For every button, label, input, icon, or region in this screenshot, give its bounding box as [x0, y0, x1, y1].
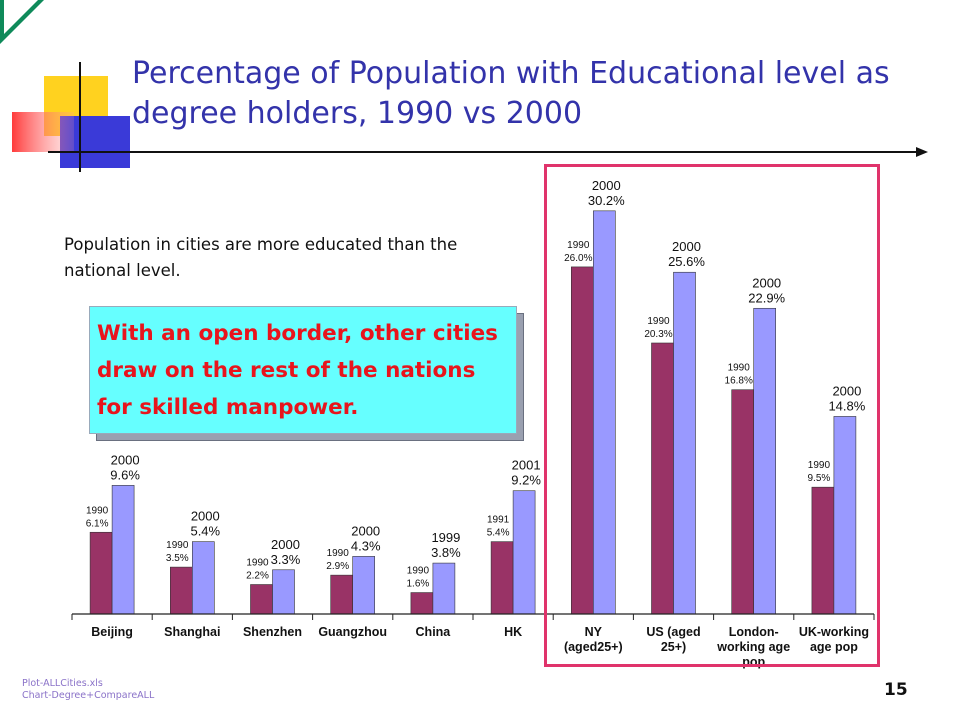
data-label-late-0: 2000 9.6% — [110, 452, 140, 482]
slide-subtitle: Population in cities are more educated t… — [64, 235, 458, 280]
data-label-early-2: 1990 2.2% — [246, 558, 269, 582]
category-label-6: NY (aged25+) — [564, 625, 623, 654]
footnote-file: Plot-ALLCities.xls — [22, 678, 103, 689]
title-decoration — [0, 0, 130, 172]
category-label-9: UK-working age pop — [799, 625, 869, 654]
chart-data-labels: 1990 6.1%2000 9.6% 1990 3.5%2000 5.4% 1990 2.2%… — [86, 178, 866, 590]
callout-text: With an open border, other cities draw o… — [97, 321, 498, 420]
data-label-early-0: 1990 6.1% — [86, 505, 109, 529]
bar-early-5 — [490, 541, 514, 615]
bar-early-4 — [410, 592, 434, 615]
chart-axis — [71, 613, 875, 620]
data-label-late-2: 2000 3.3% — [271, 537, 301, 567]
bar-late-2 — [272, 569, 295, 615]
bar-late-0 — [111, 485, 135, 615]
chart-bars — [89, 210, 857, 615]
bar-late-3 — [352, 556, 376, 615]
bar-late-5 — [512, 490, 536, 615]
category-label-4: China — [416, 625, 452, 639]
data-label-early-8: 1990 16.8% — [725, 363, 753, 387]
category-label-5: HK — [504, 625, 522, 639]
category-label-0: Beijing — [91, 625, 133, 639]
page-number: 15 — [884, 680, 908, 700]
bar-early-0 — [89, 531, 113, 615]
data-label-early-9: 1990 9.5% — [808, 460, 831, 484]
data-label-early-1: 1990 3.5% — [166, 540, 189, 564]
data-label-late-3: 2000 4.3% — [351, 523, 381, 553]
data-label-early-7: 1990 20.3% — [644, 316, 672, 340]
slide-title: Percentage of Population with Educationa… — [132, 56, 890, 131]
deco-red-gradient — [12, 112, 74, 152]
data-label-early-4: 1990 1.6% — [407, 566, 430, 590]
corner-triangle-inner — [4, 0, 38, 34]
data-label-early-3: 1990 2.9% — [326, 548, 349, 572]
chart-category-labels: Beijing Shanghai Shenzhen Guangzhou China HK N… — [91, 625, 869, 669]
data-label-late-8: 2000 22.9% — [748, 275, 785, 305]
category-label-7: US (aged 25+) — [646, 625, 700, 654]
bar-late-4 — [432, 562, 456, 615]
data-label-late-4: 1999 3.8% — [431, 530, 461, 560]
data-label-late-9: 2000 14.8% — [828, 383, 865, 413]
bar-late-1 — [192, 541, 215, 615]
bar-early-3 — [330, 574, 354, 615]
data-label-late-6: 2000 30.2% — [588, 178, 625, 208]
data-label-late-1: 2000 5.4% — [190, 509, 220, 539]
title-rule — [48, 147, 928, 157]
footnote: Plot-ALLCities.xls Chart-Degree+CompareA… — [22, 678, 154, 702]
data-label-early-6: 1990 26.0% — [564, 240, 592, 264]
western-cities-highlight-box — [544, 164, 880, 667]
category-label-2: Shenzhen — [243, 625, 302, 639]
data-label-late-7: 2000 25.6% — [668, 239, 705, 269]
arrow-right-icon — [916, 147, 928, 157]
category-label-3: Guangzhou — [318, 625, 387, 639]
bar-early-1 — [170, 566, 193, 615]
callout-box — [89, 306, 517, 434]
data-label-early-5: 1991 5.4% — [487, 515, 510, 539]
footnote-chart: Chart-Degree+CompareALL — [22, 690, 155, 701]
data-label-late-5: 2001 9.2% — [511, 458, 541, 488]
bar-early-2 — [250, 584, 273, 615]
category-label-1: Shanghai — [164, 625, 220, 639]
